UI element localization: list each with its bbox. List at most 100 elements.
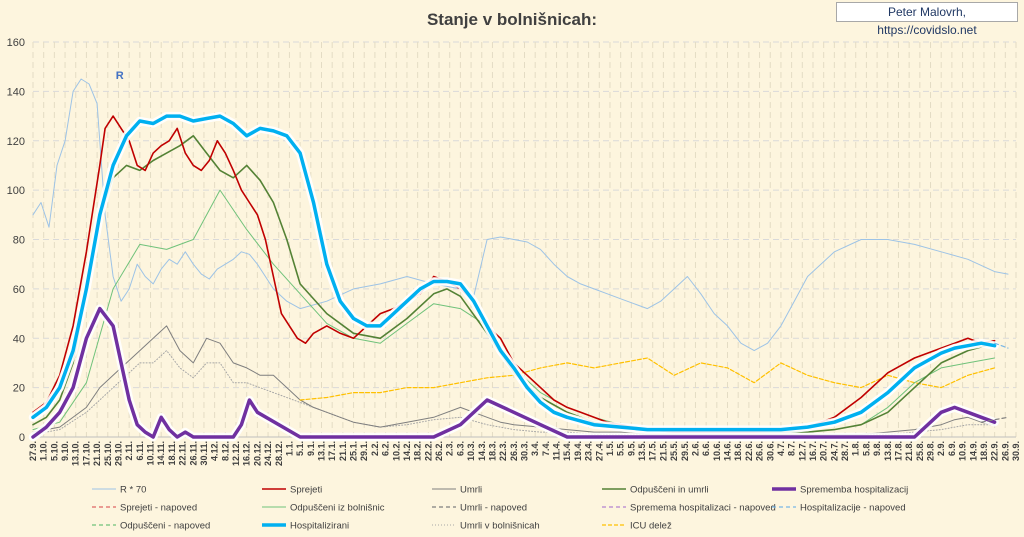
legend-label: R * 70 bbox=[120, 485, 146, 496]
x-tick-label: 10.3. bbox=[466, 441, 476, 461]
x-tick-label: 10.9. bbox=[958, 441, 968, 461]
x-tick-label: 5.5. bbox=[616, 441, 626, 456]
x-tick-label: 17.1. bbox=[327, 441, 337, 461]
x-tick-label: 2.9. bbox=[936, 441, 946, 456]
y-axis: 0 20 40 60 80 100 120 140 160 bbox=[7, 37, 25, 444]
y-tick-label: 100 bbox=[7, 185, 25, 197]
x-tick-label: 21.10. bbox=[92, 441, 102, 466]
x-tick-label: 24.12. bbox=[263, 441, 273, 466]
grid bbox=[32, 41, 1017, 438]
series-line bbox=[980, 416, 1009, 423]
legend-label: Umrli bbox=[460, 485, 482, 496]
legend-label: Sprejeti - napoved bbox=[120, 503, 197, 514]
x-tick-label: 27.4. bbox=[594, 441, 604, 461]
legend-label: Sprememba hospitalizacij bbox=[800, 485, 908, 496]
x-tick-label: 25.8. bbox=[915, 441, 925, 461]
series-line bbox=[31, 306, 997, 439]
legend-label: Odpuščeni in umrli bbox=[630, 485, 709, 496]
x-tick-label: 10.2. bbox=[391, 441, 401, 461]
x-tick-label: 18.6. bbox=[733, 441, 743, 461]
x-tick-label: 17.5. bbox=[648, 441, 658, 461]
x-axis: 27.9. 1.10. 5.10. 9.10. 13.10. 17.10. 21.10. 25… bbox=[28, 436, 1021, 466]
x-tick-label: 1.10. bbox=[39, 441, 49, 461]
x-tick-label: 10.11. bbox=[146, 441, 156, 466]
x-tick-label: 6.6. bbox=[701, 441, 711, 456]
x-tick-label: 4.12. bbox=[210, 441, 220, 461]
legend-label: Hospitalizirani bbox=[290, 521, 349, 532]
x-tick-label: 30.11. bbox=[199, 441, 209, 466]
credit-box: Peter Malovrh, https://covidslo.net bbox=[836, 2, 1018, 37]
x-tick-label: 30.3. bbox=[520, 441, 530, 461]
y-tick-label: 0 bbox=[19, 432, 25, 444]
series-line bbox=[299, 357, 996, 401]
y-tick-label: 160 bbox=[7, 37, 25, 49]
legend-label: Sprejeti bbox=[290, 485, 322, 496]
x-tick-label: 18.3. bbox=[487, 441, 497, 461]
x-tick-label: 20.12. bbox=[252, 441, 262, 466]
x-tick-label: 13.8. bbox=[883, 441, 893, 461]
x-tick-label: 2.2. bbox=[370, 441, 380, 456]
x-tick-label: 9.5. bbox=[626, 441, 636, 456]
chart-title: Stanje v bolnišnicah: bbox=[426, 10, 598, 29]
x-tick-label: 24.7. bbox=[829, 441, 839, 461]
y-tick-label: 40 bbox=[13, 333, 25, 345]
x-tick-label: 1.5. bbox=[605, 441, 615, 456]
x-tick-label: 1.8. bbox=[851, 441, 861, 456]
x-tick-label: 6.9. bbox=[947, 441, 957, 456]
x-tick-label: 18.9. bbox=[979, 441, 989, 461]
x-tick-label: 14.11. bbox=[156, 441, 166, 466]
x-tick-label: 30.6. bbox=[765, 441, 775, 461]
x-tick-label: 29.5. bbox=[680, 441, 690, 461]
x-tick-label: 14.9. bbox=[968, 441, 978, 461]
legend-label: Umrli - napoved bbox=[460, 503, 527, 514]
x-tick-label: 27.9. bbox=[28, 441, 38, 461]
x-tick-label: 2.6. bbox=[690, 441, 700, 456]
x-tick-label: 11.4. bbox=[552, 441, 562, 461]
x-tick-label: 26.9. bbox=[1000, 441, 1010, 461]
x-tick-label: 8.12. bbox=[220, 441, 230, 461]
x-tick-label: 6.2. bbox=[381, 441, 391, 456]
y-tick-label: 120 bbox=[7, 136, 25, 148]
x-tick-label: 9.1. bbox=[306, 441, 316, 456]
x-tick-label: 5.1. bbox=[295, 441, 305, 456]
x-tick-label: 29.8. bbox=[926, 441, 936, 461]
x-tick-label: 14.6. bbox=[723, 441, 733, 461]
legend-label: ICU delež bbox=[630, 521, 672, 532]
x-tick-label: 23.4. bbox=[584, 441, 594, 461]
x-tick-label: 20.7. bbox=[819, 441, 829, 461]
x-tick-label: 4.7. bbox=[776, 441, 786, 456]
legend-label: Hospitalizacije - napoved bbox=[800, 503, 906, 514]
annotation-label: R bbox=[116, 70, 124, 82]
x-tick-label: 10.6. bbox=[712, 441, 722, 461]
y-tick-label: 20 bbox=[13, 383, 25, 395]
x-tick-label: 8.7. bbox=[787, 441, 797, 456]
x-tick-label: 2.11. bbox=[124, 441, 134, 461]
x-tick-label: 26.6. bbox=[755, 441, 765, 461]
x-tick-label: 16.12. bbox=[242, 441, 252, 466]
x-tick-label: 25.1. bbox=[349, 441, 359, 461]
x-tick-label: 21.8. bbox=[904, 441, 914, 461]
x-tick-label: 7.4. bbox=[541, 441, 551, 456]
y-tick-label: 140 bbox=[7, 86, 25, 98]
y-tick-label: 60 bbox=[13, 284, 25, 296]
x-tick-label: 5.8. bbox=[861, 441, 871, 456]
x-tick-label: 22.11. bbox=[178, 441, 188, 466]
x-tick-label: 6.11. bbox=[135, 441, 145, 461]
x-tick-label: 3.4. bbox=[530, 441, 540, 456]
series-line bbox=[32, 78, 1009, 352]
x-tick-label: 18.2. bbox=[413, 441, 423, 461]
series-line bbox=[31, 114, 997, 432]
x-tick-label: 14.2. bbox=[402, 441, 412, 461]
x-tick-label: 29.1. bbox=[359, 441, 369, 461]
x-tick-label: 5.10. bbox=[49, 441, 59, 461]
x-tick-label: 13.5. bbox=[637, 441, 647, 461]
x-tick-label: 22.9. bbox=[990, 441, 1000, 461]
x-tick-label: 16.7. bbox=[808, 441, 818, 461]
y-tick-label: 80 bbox=[13, 235, 25, 247]
x-tick-label: 26.11. bbox=[188, 441, 198, 466]
x-tick-label: 1.1. bbox=[284, 441, 294, 456]
x-tick-label: 14.3. bbox=[477, 441, 487, 461]
x-tick-label: 30.9. bbox=[1011, 441, 1021, 461]
x-tick-label: 26.3. bbox=[509, 441, 519, 461]
